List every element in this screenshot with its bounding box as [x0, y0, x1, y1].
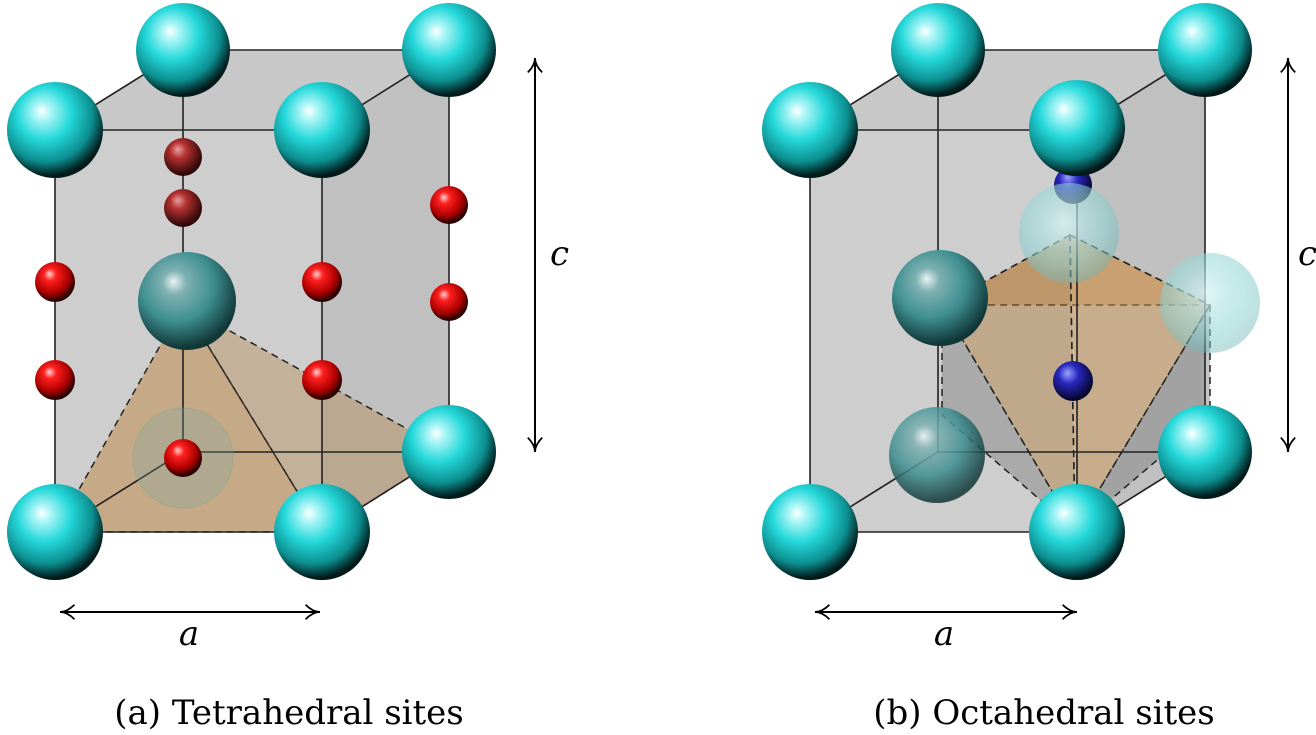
- c-dimension-label: c: [1298, 234, 1316, 274]
- corner-atom: [891, 3, 985, 97]
- body-center-atom: [892, 250, 988, 346]
- panel-caption: (b) Octahedral sites: [873, 693, 1215, 733]
- octahedral-site-atom: [1053, 361, 1093, 401]
- tetrahedral-site-atom: [164, 189, 202, 227]
- corner-atom: [402, 3, 496, 97]
- corner-atom: [7, 82, 103, 178]
- corner-atom: [136, 3, 230, 97]
- corner-atom: [762, 484, 858, 580]
- panel-tetrahedral: a c (a) Tetrahedral sites: [7, 3, 569, 733]
- a-dimension-label: a: [179, 614, 199, 654]
- corner-atom: [274, 484, 370, 580]
- corner-atom: [762, 82, 858, 178]
- unit-cell-a: [55, 50, 449, 532]
- corner-atom: [1029, 80, 1125, 176]
- tetrahedral-site-atom: [164, 439, 202, 477]
- c-dimension-label: c: [550, 234, 569, 274]
- ghost-atom: [1160, 253, 1260, 353]
- corner-atom: [1158, 3, 1252, 97]
- corner-atom: [1029, 484, 1125, 580]
- corner-atom: [7, 484, 103, 580]
- tetrahedral-site-atom: [302, 262, 342, 302]
- panel-octahedral: a c (b) Octahedral sites: [762, 3, 1316, 733]
- tetrahedral-site-atom: [430, 186, 468, 224]
- corner-atom: [274, 82, 370, 178]
- tetrahedral-site-atom: [430, 283, 468, 321]
- tetrahedral-site-atom: [35, 262, 75, 302]
- corner-atom: [1158, 405, 1252, 499]
- tetrahedral-site-atom: [302, 360, 342, 400]
- tetrahedral-site-atom: [35, 360, 75, 400]
- ghost-atom: [1019, 183, 1119, 283]
- tetrahedral-site-atom: [164, 138, 202, 176]
- corner-atom: [402, 405, 496, 499]
- unit-cell-b: [810, 50, 1210, 532]
- body-center-atom: [138, 252, 236, 350]
- ghost-atom: [889, 407, 985, 503]
- panel-caption: (a) Tetrahedral sites: [114, 693, 464, 733]
- a-dimension-label: a: [934, 614, 954, 654]
